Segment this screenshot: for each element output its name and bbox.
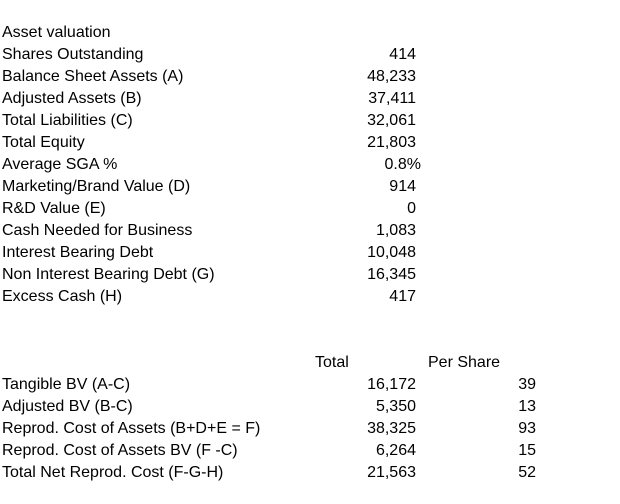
summary-row: Reprod. Cost of Assets (B+D+E = F) 38,325… bbox=[0, 418, 620, 440]
row-label: Tangible BV (A-C) bbox=[2, 376, 131, 393]
header-per-share: Per Share bbox=[428, 354, 501, 371]
row-per-share: 52 bbox=[518, 464, 536, 481]
row-label: Balance Sheet Assets (A) bbox=[2, 68, 184, 85]
asset-row: R&D Value (E) 0 bbox=[0, 198, 620, 220]
asset-row: Interest Bearing Debt 10,048 bbox=[0, 242, 620, 264]
row-label: Average SGA % bbox=[2, 156, 118, 173]
row-total: 16,172 bbox=[367, 376, 416, 393]
row-total: 5,350 bbox=[375, 398, 416, 415]
row-label: Adjusted Assets (B) bbox=[2, 90, 142, 107]
row-value: 414 bbox=[389, 46, 416, 63]
row-value: 914 bbox=[389, 178, 416, 195]
header-total: Total bbox=[315, 354, 349, 371]
asset-row: Non Interest Bearing Debt (G) 16,345 bbox=[0, 264, 620, 286]
row-total: 38,325 bbox=[367, 420, 416, 437]
row-total: 6,264 bbox=[375, 442, 416, 459]
row-per-share: 93 bbox=[518, 420, 536, 437]
asset-row: Balance Sheet Assets (A) 48,233 bbox=[0, 66, 620, 88]
row-label: Excess Cash (H) bbox=[2, 288, 123, 305]
row-label: Total Liabilities (C) bbox=[2, 112, 133, 129]
row-label: Total Net Reprod. Cost (F-G-H) bbox=[2, 464, 224, 481]
summary-row: Tangible BV (A-C) 16,172 39 bbox=[0, 374, 620, 396]
row-label: Reprod. Cost of Assets (B+D+E = F) bbox=[2, 420, 261, 437]
row-value: 32,061 bbox=[367, 112, 416, 129]
row-value: 10,048 bbox=[367, 244, 416, 261]
row-value: 417 bbox=[389, 288, 416, 305]
asset-row: Average SGA % 0.8% bbox=[0, 154, 620, 176]
summary-row: Total Net Reprod. Cost (F-G-H) 21,563 52 bbox=[0, 462, 620, 484]
asset-row: Marketing/Brand Value (D) 914 bbox=[0, 176, 620, 198]
summary-header-row: Total Per Share bbox=[0, 352, 620, 374]
row-per-share: 15 bbox=[518, 442, 536, 459]
row-label: Marketing/Brand Value (D) bbox=[2, 178, 191, 195]
summary-row: Adjusted BV (B-C) 5,350 13 bbox=[0, 396, 620, 418]
section-title: Asset valuation bbox=[2, 24, 111, 41]
row-label: Non Interest Bearing Debt (G) bbox=[2, 266, 215, 283]
row-value: 16,345 bbox=[367, 266, 416, 283]
row-label: Cash Needed for Business bbox=[2, 222, 193, 239]
row-per-share: 13 bbox=[518, 398, 536, 415]
summary-row: Reprod. Cost of Assets BV (F -C) 6,264 15 bbox=[0, 440, 620, 462]
asset-row: Excess Cash (H) 417 bbox=[0, 286, 620, 308]
row-label: R&D Value (E) bbox=[2, 200, 106, 217]
row-value: 21,803 bbox=[367, 134, 416, 151]
row-value: 0.8% bbox=[384, 156, 421, 173]
row-label: Total Equity bbox=[2, 134, 85, 151]
row-total: 21,563 bbox=[367, 464, 416, 481]
row-label: Reprod. Cost of Assets BV (F -C) bbox=[2, 442, 238, 459]
asset-row: Adjusted Assets (B) 37,411 bbox=[0, 88, 620, 110]
row-label: Interest Bearing Debt bbox=[2, 244, 154, 261]
asset-row: Total Equity 21,803 bbox=[0, 132, 620, 154]
row-label: Adjusted BV (B-C) bbox=[2, 398, 133, 415]
asset-row: Cash Needed for Business 1,083 bbox=[0, 220, 620, 242]
asset-row: Shares Outstanding 414 bbox=[0, 44, 620, 66]
row-per-share: 39 bbox=[518, 376, 536, 393]
row-label: Shares Outstanding bbox=[2, 46, 144, 63]
section-title-row: Asset valuation bbox=[0, 22, 620, 44]
row-value: 0 bbox=[407, 200, 416, 217]
row-value: 1,083 bbox=[375, 222, 416, 239]
row-value: 48,233 bbox=[367, 68, 416, 85]
row-value: 37,411 bbox=[368, 90, 416, 107]
asset-row: Total Liabilities (C) 32,061 bbox=[0, 110, 620, 132]
